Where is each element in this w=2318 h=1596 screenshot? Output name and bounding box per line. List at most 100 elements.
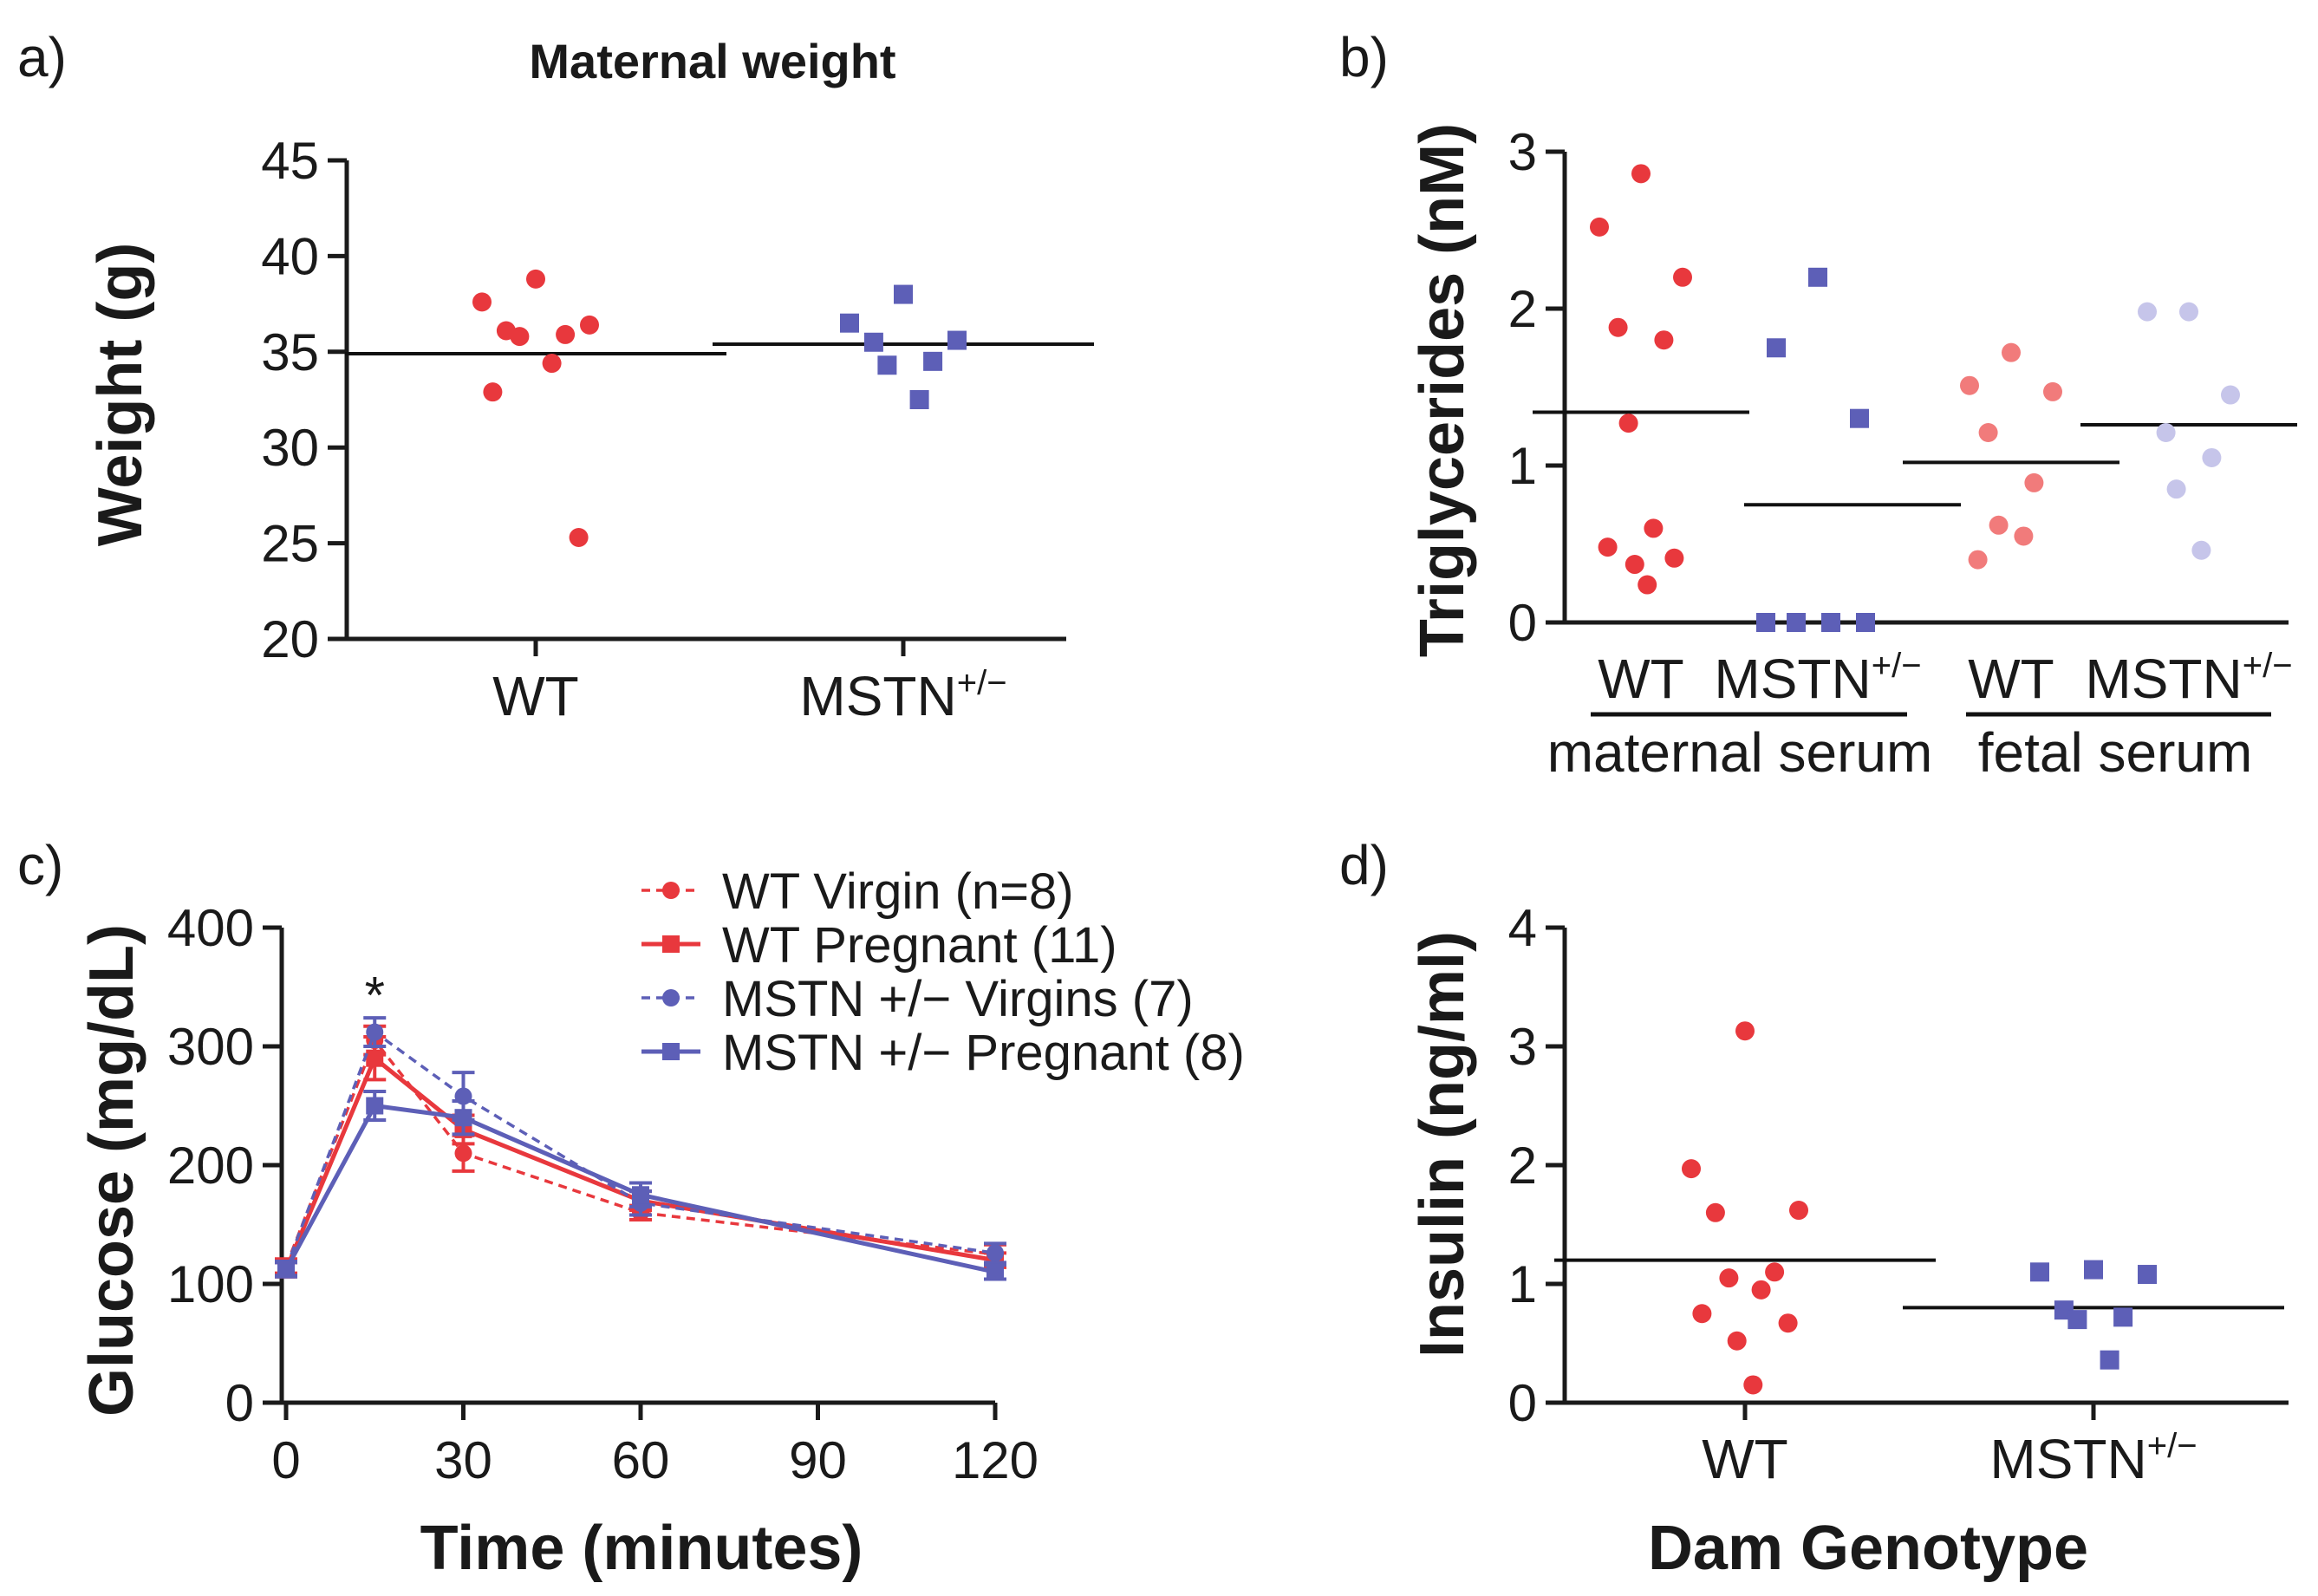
panel-b-data-point — [1618, 414, 1638, 433]
panel-c-y-tick-label: 200 — [167, 1137, 254, 1195]
panel-b-x-tick-label: WT — [1968, 648, 2054, 710]
panel-b-data-point — [2043, 381, 2062, 401]
panel-b-data-point — [2156, 422, 2176, 442]
panel-c-data-point — [632, 1186, 649, 1204]
panel-a-data-point — [840, 313, 859, 333]
panel-a-data-point — [526, 269, 545, 289]
panel-c-data-point — [277, 1261, 295, 1279]
panel-b-group-label: maternal serum — [1547, 721, 1933, 784]
panel-a-y-tick-label: 30 — [261, 419, 319, 477]
panel-a-y-tick-label: 45 — [261, 132, 319, 190]
panel-c-x-tick-label: 30 — [434, 1431, 492, 1489]
panel-a-data-point — [483, 382, 503, 402]
panel-d-data-point — [2067, 1310, 2087, 1330]
panel-b-data-point — [1625, 555, 1644, 575]
panel-c-y-axis: 0 100 200 300 400 — [167, 899, 284, 1432]
panel-a-y-axis-label: Weight (g) — [86, 243, 155, 547]
panel-c-data-point — [454, 1109, 472, 1127]
panel-b-data-point — [1821, 613, 1840, 632]
panel-d-label: d) — [1339, 834, 1389, 896]
panel-d-data-point — [1789, 1201, 1808, 1221]
panel-a-y-tick-label: 20 — [261, 610, 319, 668]
panel-c-data-point — [454, 1144, 472, 1163]
panel-d-x-axis: WT MSTN+/− — [1565, 1400, 2289, 1490]
panel-a-label: a) — [17, 26, 67, 88]
panel-d-data-point — [2138, 1265, 2157, 1285]
panel-d-data-point — [1735, 1021, 1755, 1041]
panel-d-insulin-chart: d) Insulin (ng/ml) Dam Genotype 0 1 2 3 4 WT… — [1339, 834, 2289, 1583]
panel-b-data-point — [1767, 338, 1786, 358]
panel-b-data-point — [1850, 408, 1869, 428]
panel-b-triglycerides-chart: b) Triglycerides (nM) 0 1 2 3 WT MSTN+/− WT MS… — [1339, 26, 2297, 784]
panel-b-data-point — [1856, 613, 1875, 632]
panel-a-data-point — [472, 292, 492, 312]
panel-b-data-point — [2166, 479, 2186, 499]
panel-d-y-tick-label: 1 — [1508, 1255, 1537, 1313]
panel-a-data-point — [923, 351, 943, 371]
panel-b-data-point — [1673, 267, 1692, 287]
panel-b-x-tick-label: MSTN+/− — [2085, 647, 2292, 710]
panel-d-data-point — [1727, 1331, 1747, 1351]
panel-b-data-point — [1608, 317, 1628, 337]
panel-c-data-point — [986, 1263, 1004, 1281]
panel-b-y-axis-label: Triglycerides (nM) — [1408, 123, 1477, 657]
panel-c-y-tick-label: 0 — [225, 1374, 254, 1432]
panel-b-data-point — [2191, 540, 2211, 560]
panel-c-legend-marker — [662, 935, 680, 953]
panel-b-data-point — [1960, 375, 1979, 395]
panel-c-legend-marker — [662, 1043, 680, 1060]
panel-b-data-point — [1989, 515, 2009, 535]
panel-c-y-axis-label: Glucose (mg/dL) — [77, 924, 147, 1417]
panel-a-data-point — [542, 354, 562, 374]
panel-a-y-tick-label: 35 — [261, 323, 319, 381]
panel-b-data-point — [1638, 575, 1657, 595]
panel-b-data-point — [2202, 447, 2222, 467]
panel-a-y-tick-label: 40 — [261, 227, 319, 285]
panel-a-data-point — [877, 355, 897, 375]
panel-d-data-point — [1719, 1268, 1739, 1288]
panel-b-data-point — [1590, 217, 1609, 237]
panel-c-x-axis-label: Time (minutes) — [420, 1514, 863, 1583]
panel-a-points — [345, 269, 1094, 547]
panel-b-data-point — [1787, 613, 1806, 632]
panel-d-y-axis-label: Insulin (ng/ml) — [1408, 931, 1477, 1358]
panel-b-data-point — [2221, 385, 2240, 405]
panel-c-legend: WT Virgin (n=8)WT Pregnant (11)MSTN +/− … — [641, 863, 1245, 1081]
panel-d-data-point — [1743, 1375, 1763, 1395]
panel-c-y-tick-label: 300 — [167, 1018, 254, 1076]
panel-c-legend-marker — [662, 989, 680, 1006]
panel-a-title: Maternal weight — [529, 34, 895, 88]
panel-b-x-axis: WT MSTN+/− WT MSTN+/− maternal serum fetal se… — [1547, 620, 2293, 784]
panel-a-weight-chart: a) Maternal weight Weight (g) 20 25 30 35 40… — [17, 26, 1094, 727]
panel-d-y-tick-label: 2 — [1508, 1137, 1537, 1195]
panel-c-y-tick-label: 400 — [167, 899, 254, 957]
panel-a-data-point — [947, 330, 967, 350]
panel-d-data-point — [1765, 1262, 1785, 1282]
panel-c-x-tick-label: 0 — [271, 1431, 300, 1489]
panel-b-group-label: fetal serum — [1978, 721, 2253, 784]
panel-d-y-tick-label: 4 — [1508, 899, 1537, 957]
panel-c-y-tick-label: 100 — [167, 1255, 254, 1313]
panel-d-data-point — [1705, 1202, 1725, 1222]
panel-a-data-point — [556, 324, 576, 344]
panel-a-data-point — [863, 332, 883, 352]
panel-b-y-tick-label: 2 — [1508, 280, 1537, 338]
panel-d-data-point — [2030, 1262, 2049, 1282]
panel-b-y-tick-label: 1 — [1508, 437, 1537, 495]
panel-c-legend-label: MSTN +/− Pregnant (8) — [722, 1025, 1245, 1081]
panel-b-x-tick-label: WT — [1598, 648, 1684, 710]
panel-d-data-point — [1751, 1280, 1771, 1300]
panel-d-y-tick-label: 0 — [1508, 1374, 1537, 1432]
panel-b-data-point — [1664, 548, 1684, 568]
panel-d-data-point — [2084, 1260, 2103, 1280]
panel-b-data-point — [2014, 526, 2034, 546]
panel-c-series: * — [275, 967, 1006, 1281]
panel-d-x-tick-label: WT — [1702, 1428, 1788, 1490]
panel-d-data-point — [1778, 1313, 1798, 1333]
panel-b-data-point — [2024, 472, 2044, 492]
panel-c-data-point — [366, 1023, 384, 1041]
panel-c-significance-star: * — [365, 967, 385, 1025]
panel-c-data-point — [366, 1049, 384, 1067]
panel-d-data-point — [1692, 1304, 1712, 1324]
